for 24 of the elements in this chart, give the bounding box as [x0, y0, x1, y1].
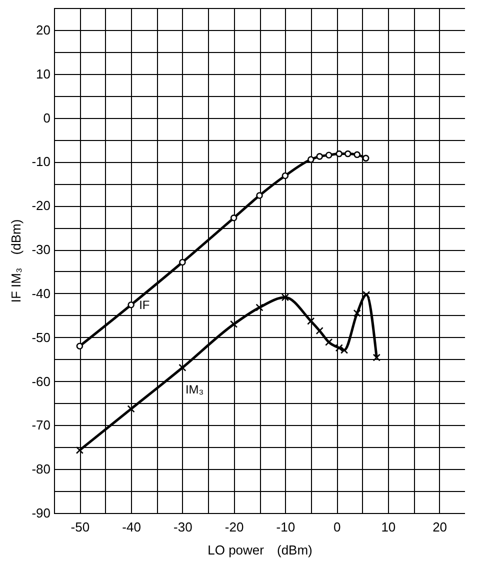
y-tick-label: 0: [43, 110, 50, 126]
y-tick-label: -10: [32, 154, 50, 170]
y-tick-label: 10: [36, 66, 50, 82]
x-tick-label: -40: [122, 520, 141, 534]
x-tick-label: -30: [174, 520, 192, 534]
series-label: IM₃: [185, 382, 204, 397]
y-tick-label: -60: [32, 374, 50, 389]
y-axis-title: IF IM₃ (dBm): [8, 219, 24, 303]
series-label: IF: [139, 298, 150, 312]
y-tick-label: 20: [36, 22, 50, 38]
x-tick-label: -10: [276, 520, 296, 534]
y-tick-label: -70: [32, 418, 50, 433]
y-tick-label: -30: [32, 242, 50, 258]
y-tick-label: -80: [32, 462, 50, 477]
x-tick-label: 20: [432, 520, 448, 534]
y-tick-label: -90: [32, 506, 50, 520]
x-tick-label: 10: [381, 520, 396, 534]
x-tick-label: -50: [70, 520, 90, 534]
x-tick-label: -20: [224, 520, 244, 534]
x-axis-title: LO power (dBm): [208, 542, 312, 558]
y-tick-label: -20: [32, 198, 50, 214]
y-tick-label: -40: [32, 286, 50, 301]
x-tick-label: 0: [333, 520, 341, 534]
y-tick-label: -50: [32, 330, 50, 345]
